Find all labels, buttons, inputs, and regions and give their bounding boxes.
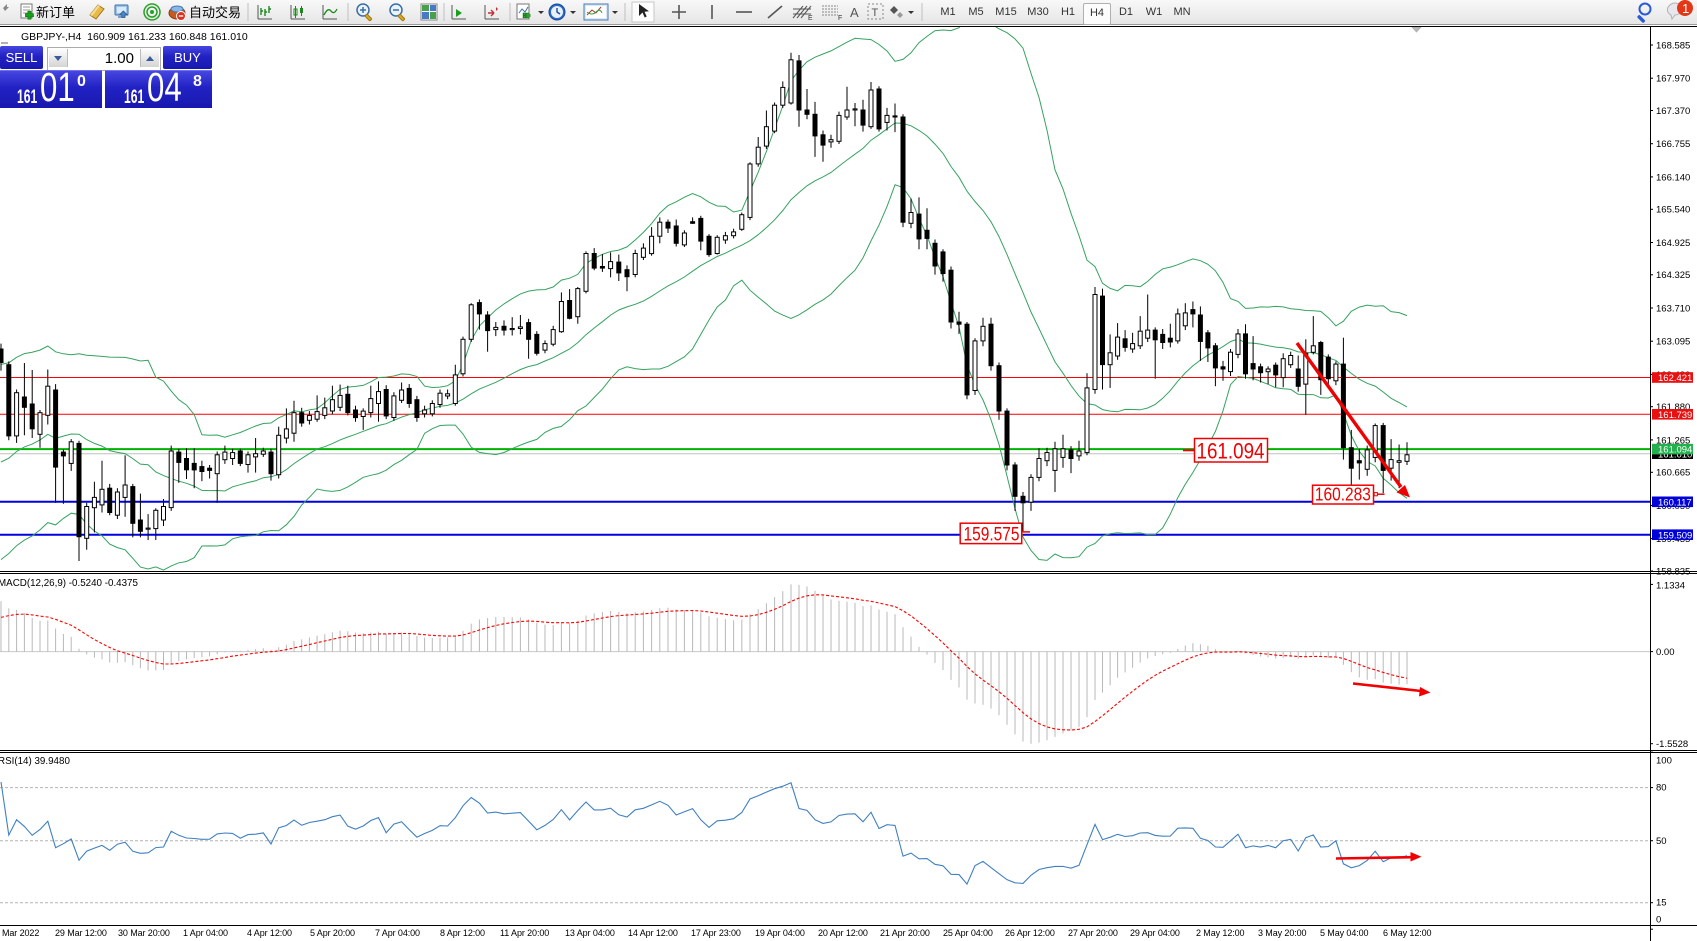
svg-text:162.421: 162.421 <box>1658 373 1692 384</box>
svg-text:8 Apr 12:00: 8 Apr 12:00 <box>440 928 485 938</box>
svg-text:162.480: 162.480 <box>1656 370 1690 381</box>
svg-text:21 Apr 20:00: 21 Apr 20:00 <box>880 928 930 938</box>
svg-text:14 Apr 12:00: 14 Apr 12:00 <box>628 928 678 938</box>
svg-text:25 Apr 04:00: 25 Apr 04:00 <box>943 928 993 938</box>
svg-text:0: 0 <box>1656 915 1661 926</box>
svg-text:4 Apr 12:00: 4 Apr 12:00 <box>247 928 292 938</box>
svg-text:新订单: 新订单 <box>36 5 75 20</box>
svg-text:160.665: 160.665 <box>1656 468 1690 479</box>
svg-text:2 May 12:00: 2 May 12:00 <box>1196 928 1245 938</box>
svg-text:17 Apr 23:00: 17 Apr 23:00 <box>691 928 741 938</box>
svg-text:MACD(12,26,9) -0.5240 -0.4375: MACD(12,26,9) -0.5240 -0.4375 <box>0 578 139 589</box>
svg-text:167.970: 167.970 <box>1656 74 1690 85</box>
svg-text:161.010: 161.010 <box>1658 449 1692 460</box>
svg-text:160.117: 160.117 <box>1658 497 1692 508</box>
svg-text:1: 1 <box>1682 1 1689 16</box>
svg-text:161.739: 161.739 <box>1658 410 1692 421</box>
svg-text:159.435: 159.435 <box>1656 534 1690 545</box>
svg-text:T: T <box>872 7 879 19</box>
svg-text:50: 50 <box>1656 836 1667 847</box>
svg-text:1.1334: 1.1334 <box>1656 580 1685 591</box>
svg-text:3 May 20:00: 3 May 20:00 <box>1258 928 1307 938</box>
svg-text:159.575: 159.575 <box>964 524 1020 545</box>
svg-text:E: E <box>808 15 813 22</box>
svg-text:158.835: 158.835 <box>1656 566 1690 577</box>
svg-text:159.509: 159.509 <box>1658 530 1692 541</box>
svg-text:27 Apr 20:00: 27 Apr 20:00 <box>1068 928 1118 938</box>
svg-text:161.094: 161.094 <box>1658 445 1692 456</box>
svg-text:165.540: 165.540 <box>1656 205 1690 216</box>
svg-text:A: A <box>850 5 859 20</box>
svg-text:20 Apr 12:00: 20 Apr 12:00 <box>818 928 868 938</box>
svg-text:163.710: 163.710 <box>1656 303 1690 314</box>
svg-text:11 Apr 20:00: 11 Apr 20:00 <box>500 928 549 938</box>
svg-text:161.265: 161.265 <box>1656 435 1690 446</box>
svg-text:0.00: 0.00 <box>1656 647 1675 658</box>
svg-text:167.370: 167.370 <box>1656 106 1690 117</box>
svg-text:29 Mar 12:00: 29 Mar 12:00 <box>55 928 107 938</box>
svg-text:自动交易: 自动交易 <box>189 5 241 20</box>
svg-text:6 May 12:00: 6 May 12:00 <box>1383 928 1432 938</box>
svg-text:164.925: 164.925 <box>1656 238 1690 249</box>
svg-text:19 Apr 04:00: 19 Apr 04:00 <box>755 928 805 938</box>
svg-text:13 Apr 04:00: 13 Apr 04:00 <box>565 928 615 938</box>
svg-text:161.880: 161.880 <box>1656 402 1690 413</box>
svg-text:163.095: 163.095 <box>1656 337 1690 348</box>
svg-text:RSI(14) 39.9480: RSI(14) 39.9480 <box>0 756 70 767</box>
svg-text:1 Apr 04:00: 1 Apr 04:00 <box>183 928 228 938</box>
svg-text:80: 80 <box>1656 783 1667 794</box>
svg-text:30 Mar 20:00: 30 Mar 20:00 <box>118 928 170 938</box>
svg-text:166.755: 166.755 <box>1656 139 1690 150</box>
svg-text:5 Apr 20:00: 5 Apr 20:00 <box>310 928 355 938</box>
svg-text:168.585: 168.585 <box>1656 40 1690 51</box>
svg-text:166.140: 166.140 <box>1656 172 1690 183</box>
svg-text:5 May 04:00: 5 May 04:00 <box>1320 928 1369 938</box>
svg-text:15: 15 <box>1656 898 1667 909</box>
svg-text:160.050: 160.050 <box>1656 501 1690 512</box>
svg-text:100: 100 <box>1656 756 1672 767</box>
svg-text:164.325: 164.325 <box>1656 270 1690 281</box>
svg-text:160.283: 160.283 <box>1315 485 1371 505</box>
svg-text:29 Apr 04:00: 29 Apr 04:00 <box>1130 928 1180 938</box>
svg-text:Mar 2022: Mar 2022 <box>2 928 39 938</box>
svg-text:26 Apr 12:00: 26 Apr 12:00 <box>1005 928 1055 938</box>
svg-text:161.094: 161.094 <box>1197 439 1265 464</box>
svg-text:F: F <box>838 15 842 22</box>
svg-text:-1.5528: -1.5528 <box>1656 739 1688 750</box>
svg-text:7 Apr 04:00: 7 Apr 04:00 <box>375 928 420 938</box>
